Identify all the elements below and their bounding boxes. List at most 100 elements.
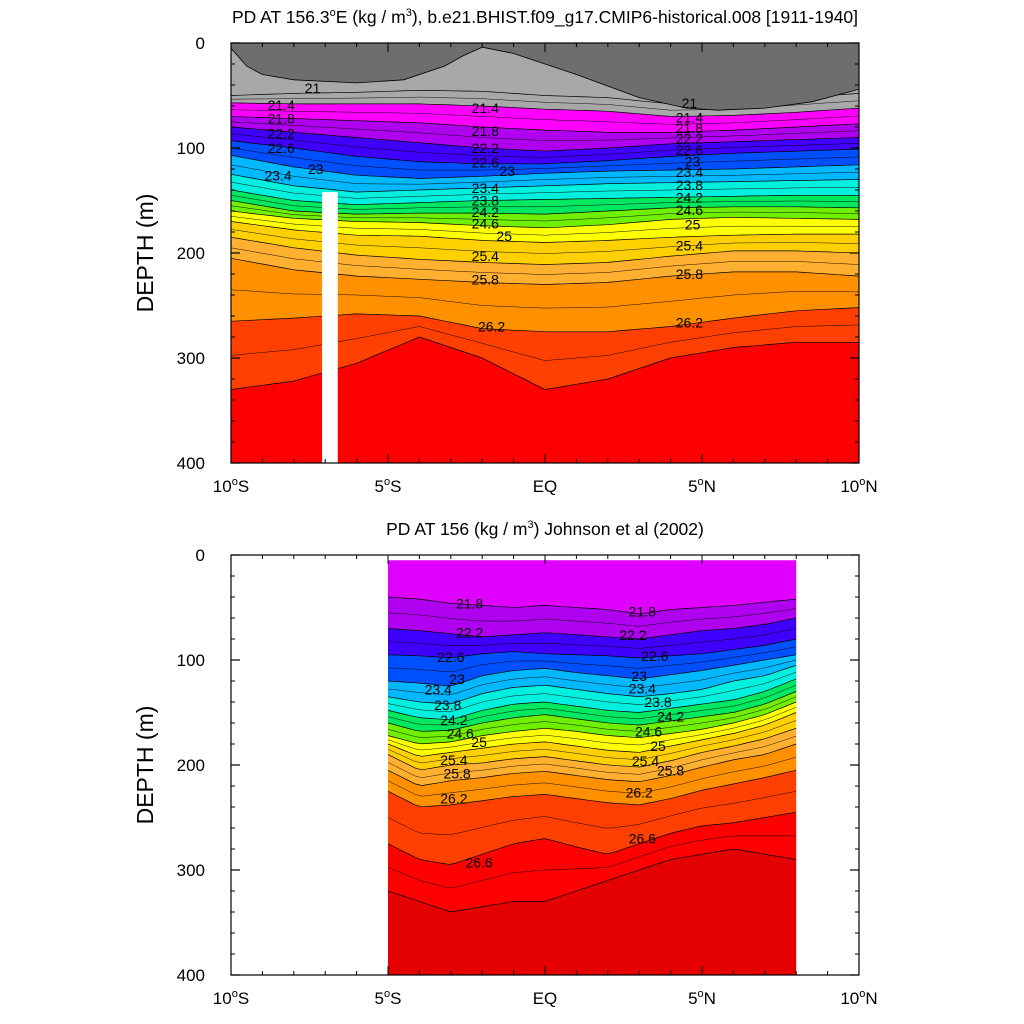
density-band (231, 211, 859, 243)
x-tick-label: 5oS (375, 476, 402, 496)
density-band (388, 770, 797, 865)
contour-line (387, 811, 797, 865)
contour-label: 25.8 (443, 765, 470, 781)
density-band (388, 560, 797, 614)
contour-line-minor (387, 791, 797, 835)
contour-label: 22.2 (676, 131, 703, 147)
contour-line-minor (231, 109, 859, 125)
contour-label: 22.6 (641, 648, 668, 664)
x-tick-label: EQ (533, 477, 558, 496)
contour-label: 23 (631, 668, 647, 684)
contour-label: 23.4 (629, 680, 656, 696)
density-band (388, 728, 797, 786)
contour-line (387, 664, 797, 705)
contour-label: 21.4 (676, 110, 703, 126)
contour-label: 21.8 (629, 604, 656, 620)
density-band (231, 307, 859, 390)
contour-line-minor (231, 164, 859, 185)
contour-line (387, 638, 797, 659)
contour-label: 23.8 (676, 177, 703, 193)
contour-label: 26.6 (465, 855, 492, 871)
contour-label: 24.2 (472, 204, 499, 220)
contour-label: 25 (496, 228, 512, 244)
contour-line-minor (387, 720, 797, 764)
x-tick-label: 10oS (213, 988, 249, 1008)
contour-label: 24.2 (676, 189, 703, 205)
contour-label: 23 (308, 161, 324, 177)
density-band (231, 90, 859, 117)
contour-label: 26.6 (629, 831, 656, 847)
density-band (231, 237, 859, 285)
density-band (388, 712, 797, 770)
contour-label: 25 (685, 217, 701, 233)
y-tick-label: 200 (177, 756, 205, 775)
x-tick-label: 10oN (840, 476, 877, 496)
contour-line-minor (387, 684, 797, 726)
contour-line (387, 691, 797, 732)
y-tick-label: 100 (177, 651, 205, 670)
contour-line-minor (387, 756, 797, 797)
contour-line (231, 155, 859, 179)
x-tick-label: 5oS (375, 988, 402, 1008)
contour-label: 25.4 (472, 248, 499, 264)
contour-label: 21.8 (456, 595, 483, 611)
density-band (231, 337, 859, 463)
panel-1-ylabel: DEPTH (m) (132, 194, 158, 313)
contour-line-minor (387, 707, 797, 751)
contour-label: 26.2 (626, 784, 653, 800)
panel-2: PD AT 156 (kg / m3) Johnson et al (2002)… (132, 519, 878, 1008)
contour-label: 21.8 (268, 111, 295, 127)
density-band (388, 744, 797, 807)
contour-label: 23 (449, 671, 465, 687)
density-band (388, 702, 797, 757)
contour-line (387, 769, 797, 808)
contour-label: 22.2 (268, 125, 295, 141)
density-band (231, 140, 859, 179)
density-band (231, 102, 859, 133)
contour-line-minor (387, 608, 797, 627)
x-tick-label: 10oN (840, 988, 877, 1008)
contour-label: 21 (305, 80, 321, 96)
contour-line-minor (387, 659, 797, 696)
contour-label: 23.8 (472, 193, 499, 209)
panel-1-axes: 0 100 200 300 400 10oS 5oS EQ 5oN 10oN (177, 34, 878, 496)
contour-label: 22.2 (472, 140, 499, 156)
y-tick-label: 100 (177, 139, 205, 158)
contour-line-minor (387, 735, 797, 778)
contour-label: 25 (650, 738, 666, 754)
panel-2-title: PD AT 156 (kg / m3) Johnson et al (2002) (386, 519, 704, 539)
contour-label: 21 (682, 95, 698, 111)
contour-label: 21.8 (676, 120, 703, 136)
y-tick-label: 400 (177, 454, 205, 473)
x-tick-label: 5oN (688, 476, 716, 496)
x-tick-label: 10oS (213, 476, 249, 496)
density-band (231, 221, 859, 265)
contour-line (387, 727, 797, 771)
contour-label: 25.4 (676, 238, 703, 254)
contour-label: 23 (685, 154, 701, 170)
density-band (388, 812, 797, 912)
contour-line (231, 116, 859, 133)
contour-line (387, 678, 797, 721)
panel-2-ylabel: DEPTH (m) (132, 706, 158, 825)
x-tick-label: EQ (533, 989, 558, 1008)
contour-label: 22.6 (268, 140, 295, 156)
contour-label: 21.4 (472, 100, 499, 116)
contour-label: 22.6 (676, 142, 703, 158)
y-tick-label: 0 (196, 546, 205, 565)
contour-label: 25.4 (632, 753, 659, 769)
density-band (388, 665, 797, 720)
contour-label: 22.2 (456, 625, 483, 641)
contour-line (231, 126, 859, 152)
contour-line-minor (387, 835, 797, 889)
contour-label: 25.4 (440, 752, 467, 768)
density-band (388, 849, 797, 975)
contour-label: 25.8 (657, 762, 684, 778)
contour-label: 25 (471, 734, 487, 750)
missing-data-strip (322, 192, 338, 463)
contour-label: 21.4 (268, 97, 295, 113)
contour-line (387, 712, 797, 757)
contour-line (231, 173, 859, 193)
y-tick-label: 400 (177, 966, 205, 985)
contour-label: 26.2 (440, 791, 467, 807)
